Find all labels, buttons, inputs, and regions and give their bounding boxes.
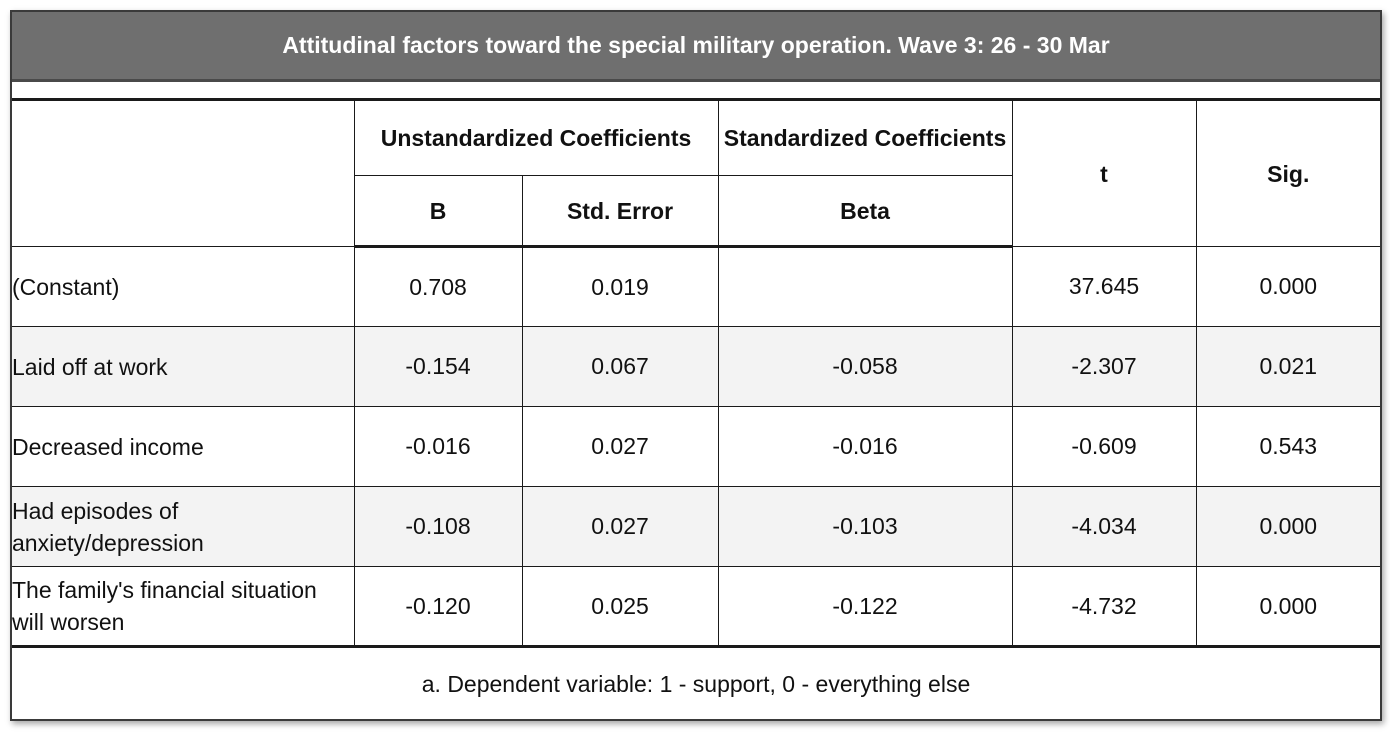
row-label: Decreased income xyxy=(12,406,355,487)
cell-sig: 0.021 xyxy=(1195,326,1381,407)
cell-sig: 0.000 xyxy=(1195,246,1381,327)
row-label: The family's financial situation will wo… xyxy=(12,566,355,648)
header-sig: Sig. xyxy=(1195,98,1381,247)
cell-std-error: 0.019 xyxy=(521,246,719,327)
cell-b: -0.120 xyxy=(353,566,523,648)
cell-beta: -0.103 xyxy=(717,486,1013,567)
table-row: Laid off at work -0.154 0.067 -0.058 -2.… xyxy=(12,326,1381,407)
header-row-groups: Unstandardized Coefficients Standardized… xyxy=(12,98,1381,247)
cell-sig: 0.543 xyxy=(1195,406,1381,487)
cell-std-error: 0.067 xyxy=(521,326,719,407)
header-standardized-coefficients: Standardized Coefficients xyxy=(717,98,1013,176)
cell-t: -4.034 xyxy=(1011,486,1197,567)
cell-b: -0.154 xyxy=(353,326,523,407)
row-label: (Constant) xyxy=(12,246,355,327)
cell-t: -0.609 xyxy=(1011,406,1197,487)
table-row: The family's financial situation will wo… xyxy=(12,566,1381,648)
header-std-error: Std. Error xyxy=(521,175,719,248)
cell-sig: 0.000 xyxy=(1195,486,1381,567)
header-unstandardized-coefficients: Unstandardized Coefficients xyxy=(353,98,719,176)
table-title: Attitudinal factors toward the special m… xyxy=(12,12,1380,82)
header-row-columns: B Std. Error Beta xyxy=(12,175,1380,248)
cell-beta xyxy=(717,246,1013,327)
footnote: a. Dependent variable: 1 - support, 0 - … xyxy=(12,646,1381,721)
cell-beta: -0.058 xyxy=(717,326,1013,407)
cell-t: 37.645 xyxy=(1011,246,1197,327)
cell-std-error: 0.025 xyxy=(521,566,719,648)
cell-std-error: 0.027 xyxy=(521,406,719,487)
cell-beta: -0.016 xyxy=(717,406,1013,487)
header-beta: Beta xyxy=(717,175,1013,248)
table-row: (Constant) 0.708 0.019 37.645 0.000 xyxy=(12,246,1381,327)
cell-sig: 0.000 xyxy=(1195,566,1381,648)
cell-beta: -0.122 xyxy=(717,566,1013,648)
table-row: Had episodes of anxiety/depression -0.10… xyxy=(12,486,1381,567)
header-b: B xyxy=(354,175,523,248)
header-t: t xyxy=(1011,98,1197,247)
regression-table-card: Attitudinal factors toward the special m… xyxy=(10,10,1382,721)
cell-b: -0.108 xyxy=(353,486,523,567)
table-row: Decreased income -0.016 0.027 -0.016 -0.… xyxy=(12,406,1381,487)
cell-b: -0.016 xyxy=(353,406,523,487)
row-label: Laid off at work xyxy=(12,326,355,407)
cell-t: -2.307 xyxy=(1011,326,1197,407)
row-label: Had episodes of anxiety/depression xyxy=(12,486,355,567)
header-empty-cell xyxy=(12,98,355,247)
coefficients-table: Unstandardized Coefficients Standardized… xyxy=(12,98,1381,721)
cell-std-error: 0.027 xyxy=(521,486,719,567)
footnote-row: a. Dependent variable: 1 - support, 0 - … xyxy=(12,646,1381,721)
cell-b: 0.708 xyxy=(353,246,523,327)
cell-t: -4.732 xyxy=(1011,566,1197,648)
